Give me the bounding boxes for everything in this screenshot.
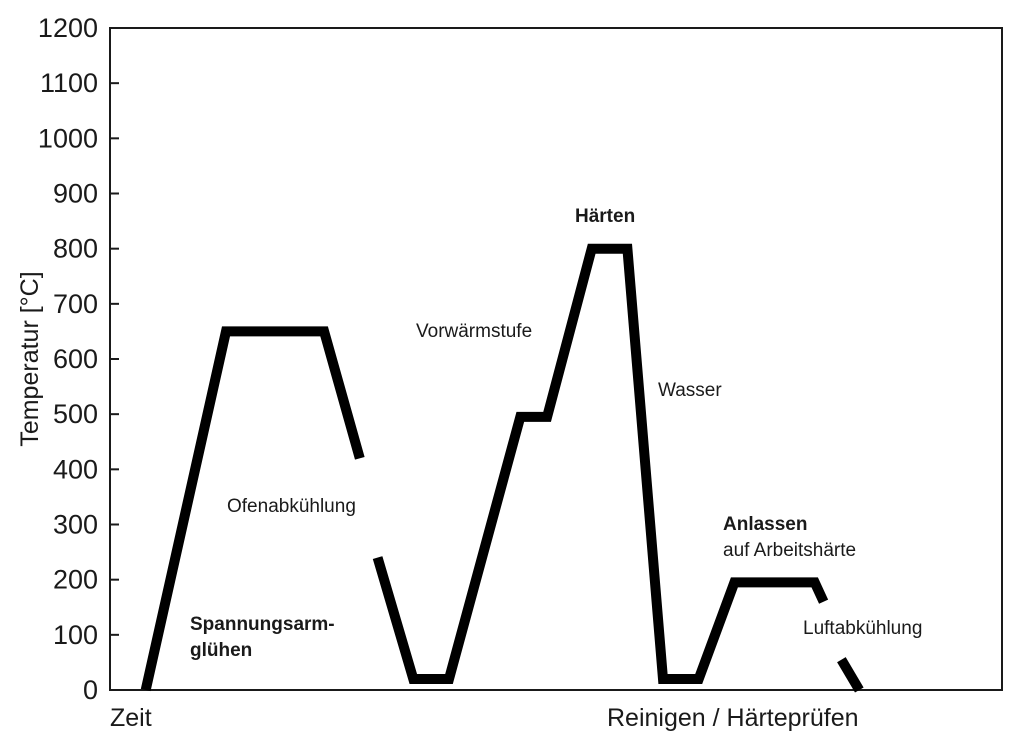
curve-segment-2: [372, 243, 829, 684]
y-tick-label: 300: [53, 510, 98, 540]
y-tick-label: 1200: [38, 13, 98, 43]
annotation-haerten: Härten: [575, 206, 635, 227]
x-axis-label-right: Reinigen / Härteprüfen: [607, 704, 859, 732]
y-tick-label: 500: [53, 399, 98, 429]
annotation-ofenabkuehlung: Ofenabkühlung: [227, 496, 356, 517]
y-tick-label: 1100: [40, 68, 98, 98]
y-tick-label: 100: [53, 620, 98, 650]
y-tick-label: 600: [53, 344, 98, 374]
y-tick-label: 900: [53, 179, 98, 209]
y-axis-title: Temperatur [°C]: [16, 271, 44, 446]
annotation-wasser: Wasser: [658, 380, 722, 401]
y-tick-label: 0: [83, 675, 98, 705]
annotation-anlassen: Anlassen: [723, 514, 807, 535]
annotation-spannungsarmgluehen-line1: Spannungsarm-: [190, 614, 335, 635]
y-tick-label: 200: [53, 565, 98, 595]
curve-segment-1: [140, 326, 365, 692]
annotation-auf-arbeitshaerte: auf Arbeitshärte: [723, 540, 856, 561]
y-tick-label: 1000: [38, 123, 98, 153]
annotation-vorwaermstufe: Vorwärmstufe: [416, 321, 532, 342]
annotation-spannungsarmgluehen-line2: glühen: [190, 640, 252, 661]
plot-frame: [109, 27, 1003, 691]
y-axis-ticks: 0 100 200 300 400 500 600 700 800 900 1000 1100 1200: [38, 13, 119, 705]
y-tick-label: 800: [53, 234, 98, 264]
x-axis-label-left: Zeit: [110, 704, 152, 732]
annotation-luftabkuehlung: Luftabkühlung: [803, 618, 922, 639]
temperature-curve: [140, 243, 864, 693]
y-tick-label: 700: [53, 289, 98, 319]
curve-segment-3: [837, 657, 864, 693]
y-tick-label: 400: [53, 454, 98, 484]
